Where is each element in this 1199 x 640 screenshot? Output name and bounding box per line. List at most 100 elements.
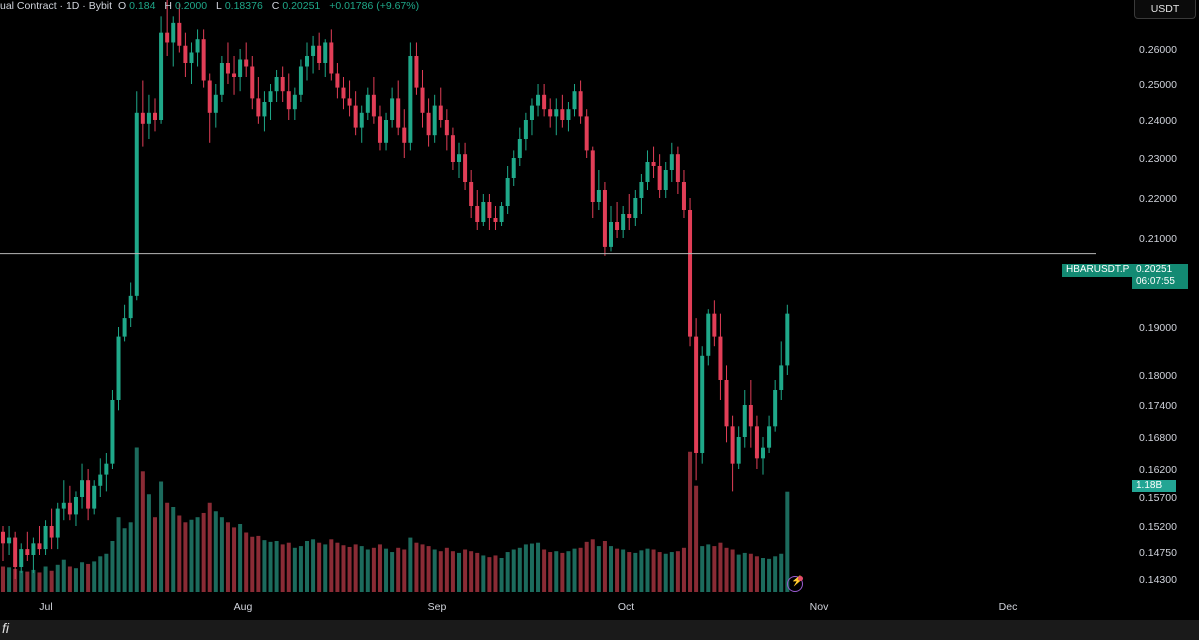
candle-body	[305, 56, 309, 67]
volume-bar	[43, 566, 48, 592]
notification-dot	[798, 576, 803, 581]
ohlc-legend: ual Contract · 1D · Bybit O 0.184 H 0.2000…	[0, 0, 422, 16]
candle-body	[268, 91, 273, 102]
legend-close: C 0.20251	[271, 0, 321, 12]
volume-bar	[232, 527, 237, 592]
volume-bar	[554, 551, 559, 592]
candle-body	[31, 543, 36, 555]
candle-body	[511, 158, 516, 178]
volume-bar	[706, 544, 711, 592]
currency-button[interactable]: USDT	[1134, 0, 1196, 19]
candle-body	[463, 154, 468, 182]
candle-body	[651, 162, 656, 166]
price-tick-label: 0.18000	[1139, 370, 1177, 382]
price-tick-label: 0.17400	[1139, 400, 1177, 412]
candle-body	[250, 66, 255, 99]
candle-body	[414, 56, 419, 88]
candle-body	[347, 98, 352, 106]
candle-body	[627, 214, 632, 218]
legend-low: L 0.18376	[215, 0, 263, 12]
volume-bar	[718, 542, 723, 592]
volume-bar	[146, 494, 151, 592]
legend-high: H 0.2000	[164, 0, 208, 12]
volume-bar	[153, 517, 157, 592]
volume-bar	[420, 544, 425, 592]
volume-bar	[694, 485, 699, 592]
candle-body	[536, 94, 541, 106]
volume-bar	[116, 517, 121, 592]
volume-bar	[390, 552, 395, 592]
volume-bar	[481, 555, 486, 592]
volume-bar	[213, 511, 218, 592]
volume-bar	[566, 551, 571, 592]
volume-bar	[7, 567, 12, 592]
candle-body	[615, 222, 620, 230]
candle-body	[274, 77, 279, 92]
candle-body	[602, 190, 607, 247]
candle-body	[663, 170, 668, 190]
candle-body	[159, 32, 164, 120]
candle-body	[153, 112, 157, 120]
volume-bar	[219, 517, 224, 592]
volume-bar	[286, 542, 291, 592]
volume-bar	[645, 548, 650, 592]
candle-body	[767, 426, 772, 448]
price-tick-label: 0.22000	[1139, 193, 1177, 205]
candle-body	[402, 127, 407, 143]
candle-body	[584, 116, 589, 151]
volume-bar	[754, 556, 759, 592]
candle-body	[323, 42, 328, 63]
candle-body	[177, 22, 182, 46]
lightning-icon[interactable]	[787, 576, 803, 592]
candlestick-chart[interactable]: 0.26000 0.25000 0.24000 0.23000 0.22000 0.210…	[0, 0, 1199, 620]
price-axis: 0.26000 0.25000 0.24000 0.23000 0.22000 0.210…	[1139, 44, 1177, 586]
legend-change: +0.01786 (+9.67%)	[329, 0, 420, 12]
candle-body	[487, 202, 492, 218]
volume-bar	[785, 491, 790, 592]
candle-body	[438, 105, 443, 120]
candle-body	[572, 91, 577, 110]
candle-body	[104, 463, 109, 475]
candle-body	[286, 91, 291, 110]
last-price-label: 0.20251 06:07:55	[1132, 264, 1188, 289]
volume-bar	[13, 569, 18, 592]
price-tick-label: 0.14750	[1139, 547, 1177, 559]
candle-body	[609, 222, 613, 247]
volume-bar	[548, 552, 553, 592]
candle-body	[554, 109, 559, 117]
volume-bar	[517, 547, 522, 592]
volume-bar	[140, 471, 145, 592]
candle-body	[365, 94, 370, 113]
candle-body	[736, 437, 741, 464]
candle-body	[761, 447, 765, 459]
candle-body	[517, 139, 522, 158]
volume-bar	[463, 549, 468, 592]
candle-body	[700, 355, 705, 453]
volume-bar	[438, 551, 443, 592]
candle-body	[256, 98, 261, 117]
volume-bar	[250, 536, 255, 592]
candle-body	[420, 87, 425, 113]
volume-bar	[712, 546, 717, 592]
candle-body	[49, 526, 54, 538]
candle-body	[280, 77, 285, 92]
candle-body	[408, 56, 413, 143]
volume-bar	[244, 532, 249, 592]
volume-bar	[657, 552, 662, 592]
volume-bars	[1, 447, 790, 592]
volume-bar	[280, 544, 285, 592]
symbol-label: HBARUSDT.P	[1062, 264, 1134, 277]
volume-bar	[55, 564, 60, 592]
volume-bar	[1, 566, 5, 592]
candle-body	[773, 390, 778, 427]
volume-bar	[86, 563, 91, 592]
volume-bar	[487, 557, 492, 592]
candle-body	[712, 313, 717, 337]
volume-bar	[159, 481, 164, 592]
price-tick-label: 0.15200	[1139, 521, 1177, 533]
volume-bar	[347, 546, 352, 592]
volume-bar	[505, 552, 510, 592]
volume-bar	[365, 549, 370, 592]
volume-bar	[578, 547, 583, 592]
volume-bar	[274, 541, 279, 592]
